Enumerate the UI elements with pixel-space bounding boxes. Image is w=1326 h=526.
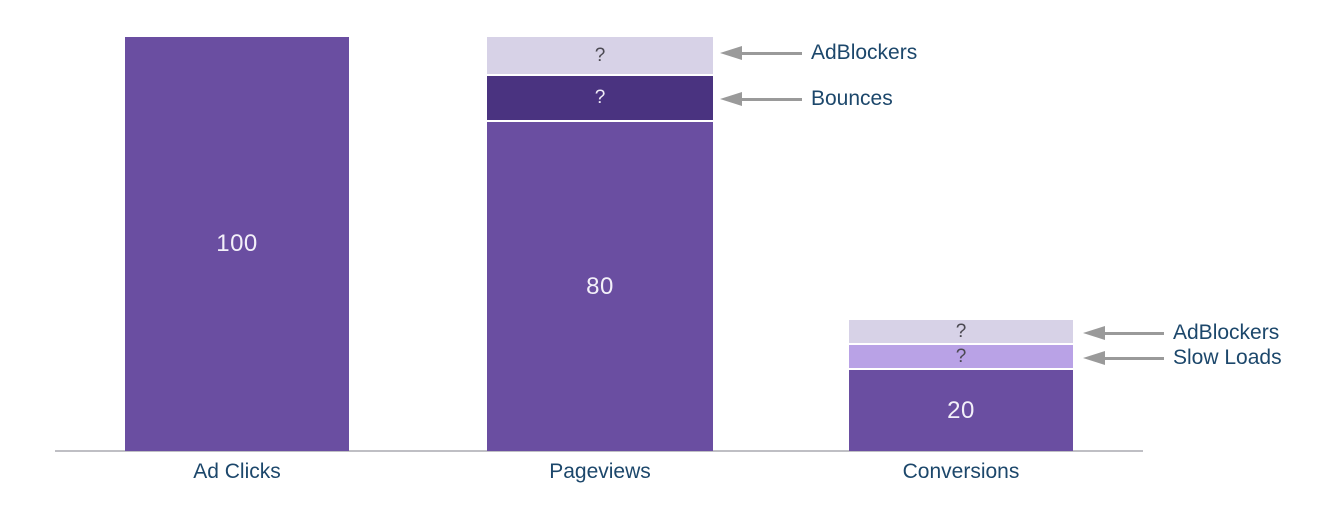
bar-value-label: 80 [586, 272, 614, 300]
arrow-line [1105, 356, 1164, 360]
annotation-label: Slow Loads [1173, 346, 1282, 369]
bar-segment-conversions-slow-loads: ? [849, 345, 1073, 368]
bar-segment-conversions-adblockers: ? [849, 320, 1073, 343]
arrow-line [1105, 331, 1164, 335]
bar-segment-pageviews-measured: 80 [487, 122, 713, 451]
arrow-line [742, 51, 802, 55]
annotation-conversions-slow-loads: Slow Loads [1083, 346, 1282, 370]
bar-value-label: ? [955, 345, 967, 367]
annotation-pageviews-adblockers: AdBlockers [720, 41, 917, 65]
annotation-label: AdBlockers [811, 41, 918, 64]
bar-value-label: ? [955, 320, 967, 342]
bar-value-label: 100 [216, 230, 258, 257]
x-axis-line [55, 450, 1143, 452]
left-arrow-icon [720, 46, 742, 60]
x-axis-label-pageviews: Pageviews [549, 460, 651, 483]
bar-segment-pageviews-bounces: ? [487, 76, 713, 120]
bar-value-label: ? [594, 44, 606, 66]
left-arrow-icon [1083, 351, 1105, 365]
x-axis-label-conversions: Conversions [902, 460, 1020, 483]
annotation-label: AdBlockers [1173, 321, 1280, 344]
left-arrow-icon [1083, 326, 1105, 340]
x-axis-label-ad-clicks: Ad Clicks [193, 460, 281, 483]
bar-value-label: 20 [947, 396, 975, 424]
annotation-pageviews-bounces: Bounces [720, 87, 893, 111]
bar-value-label: ? [594, 87, 606, 108]
bar-segment-ad-clicks-measured: 100 [125, 37, 349, 451]
arrow-line [742, 97, 802, 101]
bar-segment-conversions-measured: 20 [849, 370, 1073, 451]
bar-segment-pageviews-adblockers: ? [487, 37, 713, 74]
annotation-label: Bounces [811, 87, 893, 110]
annotation-conversions-adblockers: AdBlockers [1083, 321, 1279, 345]
left-arrow-icon [720, 92, 742, 106]
